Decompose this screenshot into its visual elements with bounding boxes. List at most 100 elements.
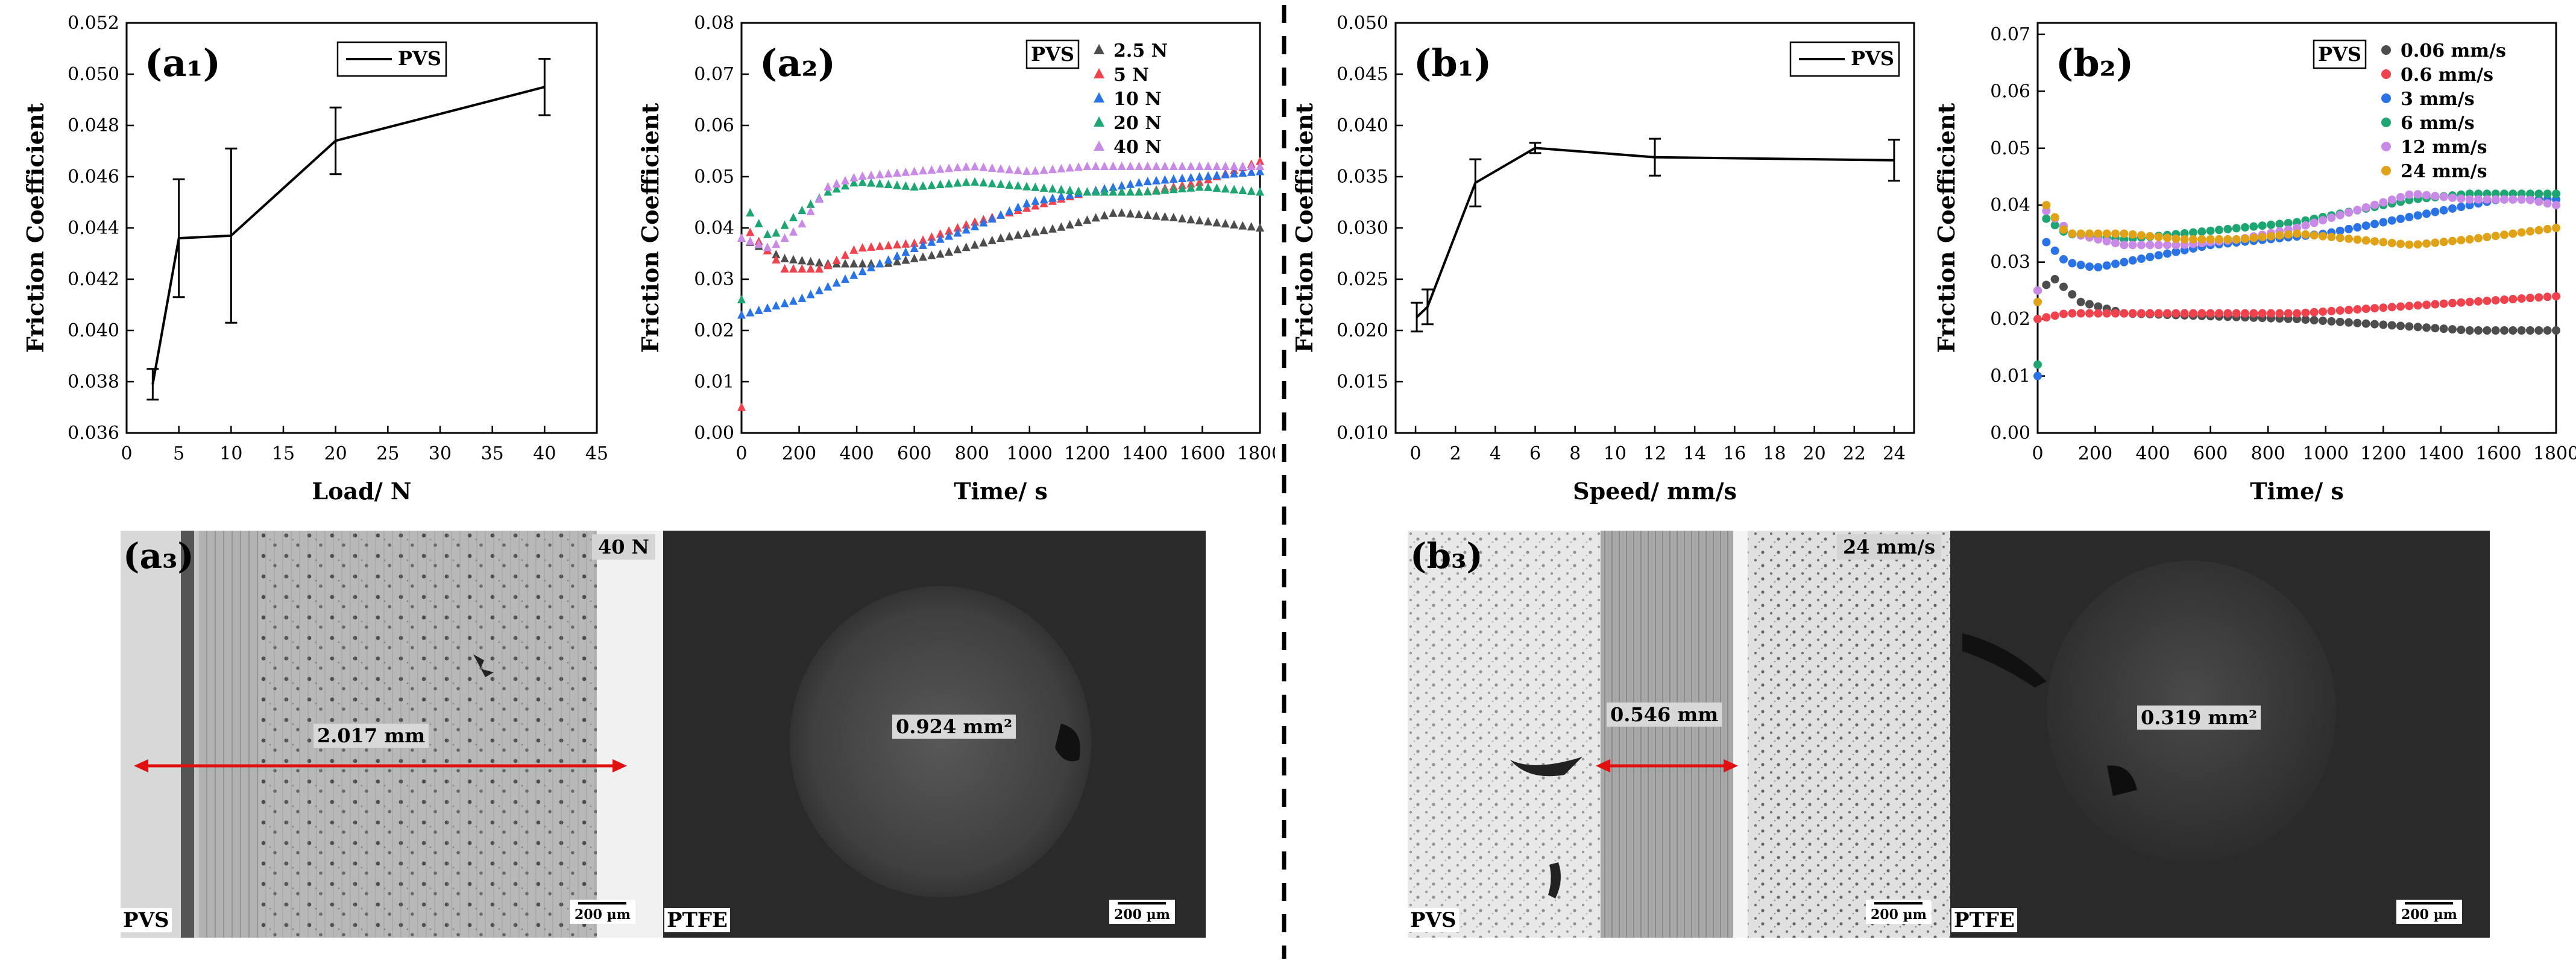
- a2-point: [754, 239, 763, 248]
- a2-point: [910, 166, 919, 175]
- b1-error-bar: [1411, 302, 1423, 333]
- b2-ytick-label: 0.02: [1990, 309, 2030, 330]
- a2-point: [1135, 187, 1144, 196]
- a2-point: [1022, 203, 1031, 212]
- b2-point: [2163, 249, 2171, 258]
- a2-point: [1083, 187, 1092, 196]
- scalebar-b3-left-label: 200 µm: [1871, 907, 1927, 923]
- a2-ytick-label: 0.05: [694, 166, 734, 188]
- a1-ytick-label: 0.038: [68, 371, 119, 393]
- a2-point: [979, 218, 988, 227]
- b2-point: [2379, 198, 2388, 207]
- b2-legend-label: 3 mm/s: [2401, 89, 2475, 110]
- b2-point: [2457, 236, 2466, 245]
- b2-point: [2405, 322, 2414, 331]
- micrograph-a3-image: [121, 531, 1206, 938]
- b2-point: [2396, 193, 2405, 201]
- b2-point: [2543, 224, 2552, 233]
- b2-legend-title: PVS: [2318, 43, 2361, 66]
- a2-point: [849, 270, 858, 279]
- a2-point: [1195, 162, 1204, 170]
- a2-point: [1074, 218, 1083, 227]
- b2-point: [2137, 309, 2146, 318]
- b2-xtick-label: 200: [2078, 443, 2112, 464]
- b1-xtick-label: 14: [1683, 443, 1706, 464]
- b2-point: [2396, 239, 2405, 248]
- b2-series-6-mm-s: [2033, 189, 2560, 369]
- a2-point: [832, 255, 841, 264]
- a2-point: [737, 402, 746, 411]
- a2-point: [945, 231, 953, 240]
- a2-point: [1091, 162, 1100, 170]
- b2-point: [2500, 326, 2508, 335]
- b2-point: [2543, 199, 2552, 208]
- b1-ytick-label: 0.025: [1337, 269, 1388, 290]
- b2-point: [2483, 296, 2492, 305]
- a2-point: [1256, 187, 1264, 196]
- b2-point: [2258, 309, 2267, 318]
- b2-point: [2319, 232, 2327, 241]
- b2-point: [2068, 309, 2077, 318]
- a2-point: [754, 305, 763, 314]
- b2-point: [2206, 309, 2215, 318]
- a2-point: [798, 219, 807, 228]
- a2-point: [884, 180, 893, 189]
- b2-ytick-label: 0.03: [1990, 252, 2030, 273]
- a2-point: [1221, 219, 1230, 228]
- a2-point: [763, 230, 772, 238]
- wear-area-label-b3: 0.319 mm²: [2137, 706, 2261, 730]
- chart-b2-time-friction-speed: 0 200 400 600 800 1000 1200 1400 1600 1800 0.00 0.0…: [1933, 22, 2576, 505]
- b1-ytick-label: 0.015: [1337, 371, 1388, 393]
- b2-point: [2033, 371, 2042, 380]
- a2-point: [1109, 208, 1118, 217]
- a2-point: [1204, 171, 1212, 180]
- a2-point: [1204, 162, 1212, 170]
- a2-point: [1221, 169, 1230, 178]
- a1-error-bar: [538, 58, 551, 116]
- b2-point: [2353, 206, 2362, 215]
- a2-point: [1212, 162, 1221, 170]
- a2-point: [962, 219, 971, 229]
- b1-error-bar: [1888, 139, 1900, 182]
- a2-legend-marker: [1094, 116, 1104, 127]
- a2-point: [945, 178, 953, 188]
- a2-xlabel: Time/ s: [954, 478, 1048, 505]
- b2-point: [2085, 300, 2094, 309]
- a2-point: [893, 240, 901, 249]
- a1-xtick-label: 5: [173, 443, 184, 464]
- a2-point: [1238, 185, 1247, 194]
- a2-point: [815, 194, 824, 203]
- b2-point: [2050, 221, 2059, 230]
- b2-point: [2534, 189, 2543, 198]
- b2-point: [2301, 230, 2310, 239]
- a2-point: [1195, 216, 1204, 225]
- a2-point: [1238, 168, 1247, 177]
- a2-ytick-label: 0.02: [694, 320, 734, 341]
- a2-point: [746, 236, 755, 245]
- a2-point: [1126, 187, 1135, 196]
- scalebar-b3-right: 200 µm: [2396, 900, 2462, 924]
- a2-point: [936, 229, 945, 238]
- b2-point: [2387, 239, 2396, 248]
- b2-point: [2327, 306, 2336, 315]
- b1-ytick-label: 0.030: [1337, 218, 1388, 239]
- a2-xtick-label: 400: [839, 443, 874, 464]
- b2-point: [2284, 309, 2293, 318]
- b2-point: [2534, 197, 2543, 206]
- b2-point: [2465, 235, 2474, 244]
- b2-point: [2137, 254, 2146, 263]
- a2-point: [1230, 185, 1238, 194]
- a2-legend-title: PVS: [1031, 43, 1074, 66]
- a2-point: [1074, 162, 1083, 171]
- b2-point: [2120, 241, 2129, 250]
- b2-point: [2327, 317, 2336, 326]
- b2-point: [2154, 233, 2163, 242]
- b2-point: [2310, 308, 2319, 317]
- a2-point: [953, 223, 962, 232]
- a2-panel-label: (a₂): [760, 41, 836, 85]
- b2-point: [2387, 321, 2396, 330]
- b2-point: [2370, 200, 2379, 209]
- b1-xtick-label: 4: [1490, 443, 1501, 464]
- b2-point: [2076, 260, 2085, 270]
- a2-point: [1117, 187, 1126, 196]
